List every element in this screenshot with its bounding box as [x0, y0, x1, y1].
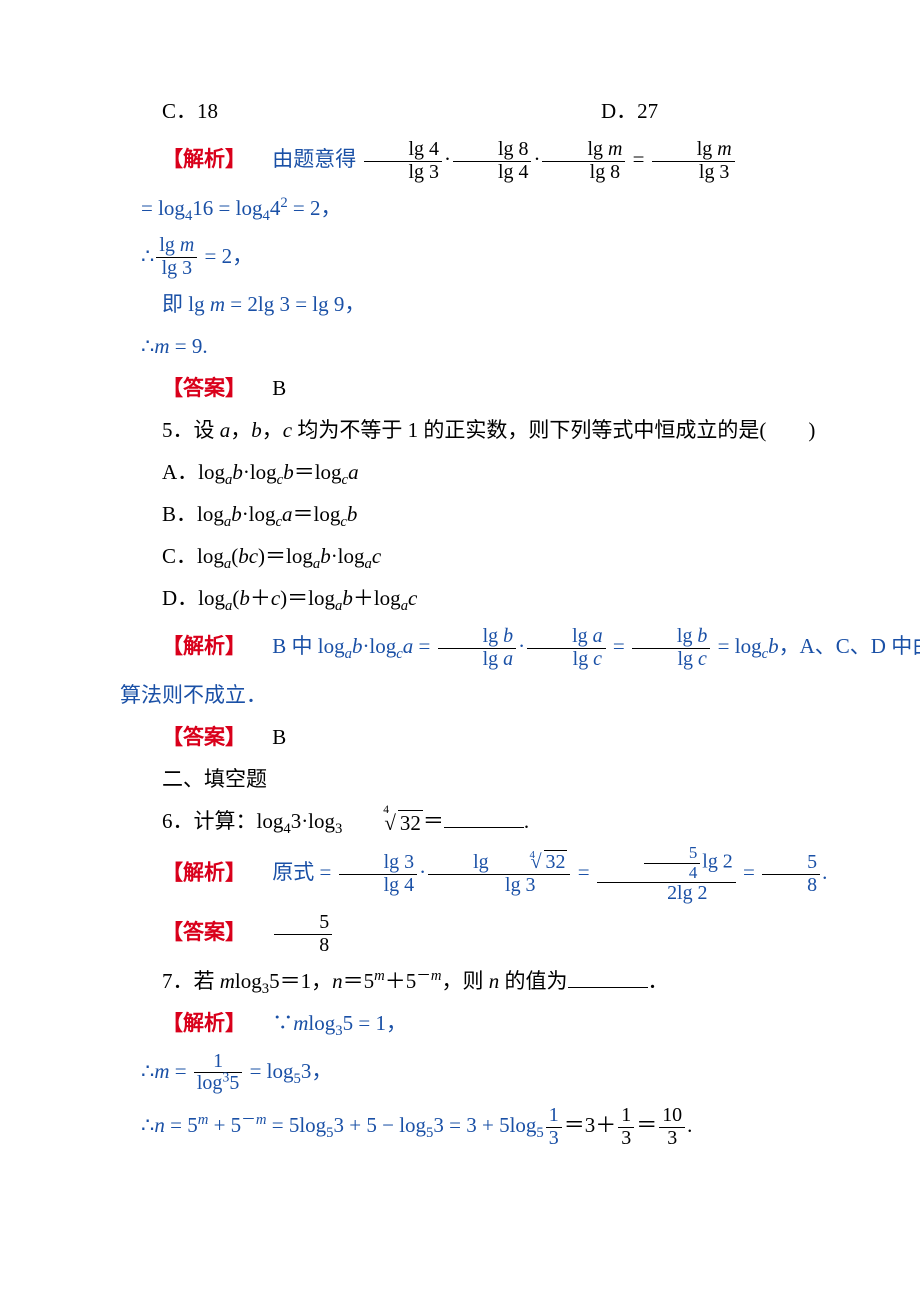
q4-analysis-line5: ∴m = 9. [120, 325, 920, 367]
q4-analysis-line3: ∴lg mlg 3 = 2， [120, 229, 920, 284]
q4-analysis-line4: 即 lg m = 2lg 3 = lg 9， [120, 283, 920, 325]
q7-analysis-text1: ∵mlog35 = 1， [251, 1011, 407, 1035]
q5-opt-c: C．loga(bc)＝logab·logac [120, 535, 920, 577]
q5-answer-letter: B [251, 725, 286, 749]
answer-label: 【答案】 [162, 376, 246, 400]
q6-analysis: 【解析】 原式 = lg 3lg 4·lg4√32lg 3 = 54lg 22l… [120, 844, 920, 905]
q5-answer: 【答案】 B [120, 716, 920, 758]
q6-blank [444, 808, 524, 828]
q4-options-cd: C．18 D．27 [120, 90, 920, 132]
frac-lgm-lg3-b: lg mlg 3 [156, 235, 197, 280]
analysis-label-4: 【解析】 [162, 1011, 246, 1035]
q5-analysis-line1: 【解析】 B 中 logab·logca = lg blg a·lg alg c… [120, 619, 920, 674]
q5-opt-d: D．loga(b＋c)＝logab＋logac [120, 577, 920, 619]
q5-opt-b: B．logab·logca＝logcb [120, 493, 920, 535]
frac-lg8-lg4: lg 8lg 4 [453, 139, 531, 184]
q5-analysis-line2: 算法则不成立． [120, 674, 920, 716]
analysis-label: 【解析】 [162, 147, 246, 171]
q6-stem: 6．计算：log43·log34√32＝. [120, 800, 920, 844]
q6-answer: 【答案】 58 [120, 905, 920, 960]
q5-opt-a: A．logab·logcb＝logca [120, 451, 920, 493]
q4-analysis-line2: = log416 = log442 = 2， [120, 187, 920, 229]
q7-stem: 7．若 mlog35＝1，n＝5m＋5－m，则 n 的值为． [120, 960, 920, 1002]
q7-blank [568, 968, 648, 988]
section-2-heading: 二、填空题 [120, 758, 920, 800]
q5-stem: 5．设 a，b，c 均为不等于 1 的正实数，则下列等式中恒成立的是( ) [120, 409, 920, 451]
frac-lg4-lg3: lg 4lg 3 [364, 139, 442, 184]
q4-answer-letter: B [251, 376, 286, 400]
q7-analysis-l1: 【解析】 ∵mlog35 = 1， [120, 1002, 920, 1044]
q7-analysis-l3: ∴n = 5m + 5－m = 5log53 + 5 − log53 = 3 +… [120, 1098, 920, 1153]
q4-opt-d: D．27 [601, 90, 920, 132]
frac-lgm-lg8: lg mlg 8 [542, 139, 625, 184]
q7-analysis-l2: ∴m = 1log35 = log53， [120, 1044, 920, 1099]
analysis-label-3: 【解析】 [162, 860, 246, 884]
q4-opt-c: C．18 [162, 90, 601, 132]
q5-analysis-text: B 中 logab·logca = lg blg a·lg alg c = lg… [251, 634, 920, 658]
analysis-label-2: 【解析】 [162, 634, 246, 658]
q6-analysis-text: 原式 = lg 3lg 4·lg4√32lg 3 = 54lg 22lg 2 =… [251, 860, 827, 884]
answer-label-3: 【答案】 [162, 920, 246, 944]
frac-lgm-lg3: lg mlg 3 [652, 139, 735, 184]
q4-answer: 【答案】 B [120, 367, 920, 409]
q4-analysis-line1: 【解析】 由题意得 lg 4lg 3·lg 8lg 4·lg mlg 8 = l… [120, 132, 920, 187]
q6-answer-value: 58 [251, 920, 334, 944]
answer-label-2: 【答案】 [162, 725, 246, 749]
analysis-text: 由题意得 [251, 147, 356, 171]
